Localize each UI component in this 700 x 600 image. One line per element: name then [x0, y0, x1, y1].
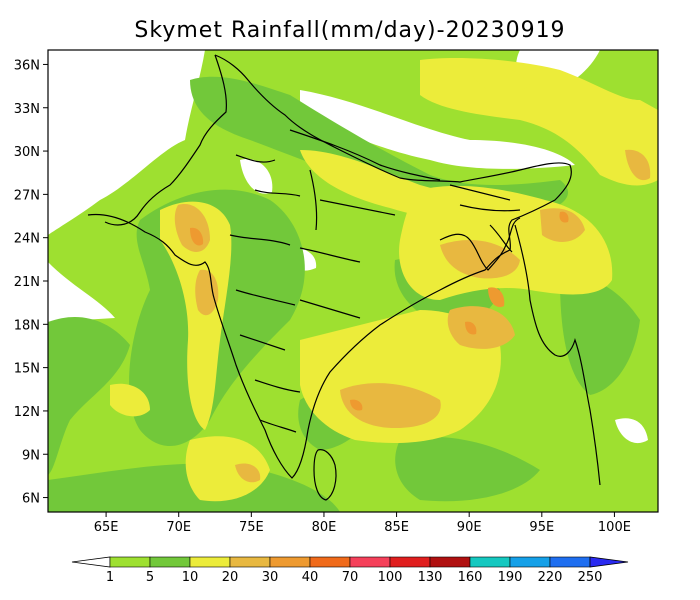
colorbar-label: 250 [578, 570, 603, 585]
lon-tick-label: 100E [598, 520, 631, 535]
lat-axis: 36N 33N 30N 27N 24N 21N 18N 15N 12N 9N 6N [14, 58, 48, 507]
colorbar-bin [509, 556, 551, 568]
lon-tick-label: 65E [94, 520, 119, 535]
colorbar-label: 10 [182, 570, 199, 585]
myanmar-coast [514, 224, 601, 486]
dry-zone-se [615, 418, 648, 444]
lat-tick-label: 12N [14, 405, 40, 420]
lat-tick-label: 18N [14, 318, 40, 333]
lon-tick-label: 85E [384, 520, 409, 535]
lon-tick-label: 95E [529, 520, 554, 535]
chart-title: Skymet Rainfall(mm/day)-20230919 [134, 18, 566, 43]
colorbar-bin [429, 556, 471, 568]
lat-tick-label: 30N [14, 145, 40, 160]
colorbar-bin [149, 556, 191, 568]
lon-axis: 65E 70E 75E 80E 85E 90E 95E 100E [94, 512, 631, 535]
ne-lines [449, 184, 521, 253]
lon-tick-label: 80E [312, 520, 337, 535]
bangladesh-border [439, 217, 521, 271]
dry-zone-north [300, 90, 575, 169]
india-outline [87, 54, 572, 479]
colorbar-label: 190 [498, 570, 523, 585]
colorbar-bin [189, 556, 231, 568]
dry-zone-northwest [48, 50, 205, 235]
nepal-border [289, 129, 441, 181]
lat-tick-label: 36N [14, 58, 40, 73]
colorbar: 1 5 10 20 30 40 70 100 130 160 190 220 250 [71, 556, 629, 585]
lat-tick-label: 33N [14, 102, 40, 117]
colorbar-bin [389, 556, 431, 568]
lat-tick-label: 9N [22, 448, 40, 463]
colorbar-label: 20 [222, 570, 239, 585]
colorbar-label: 130 [418, 570, 443, 585]
colorbar-label: 1 [106, 570, 114, 585]
lat-tick-label: 15N [14, 362, 40, 377]
colorbar-label: 40 [302, 570, 319, 585]
dry-zone-up [240, 159, 273, 194]
lat-tick-label: 6N [22, 492, 40, 507]
pakistan-border [104, 54, 227, 226]
lat-tick-label: 27N [14, 188, 40, 203]
dry-zone-arabian [48, 262, 115, 322]
state-lines-north [235, 154, 396, 231]
colorbar-bin [109, 556, 151, 568]
colorbar-label: 30 [262, 570, 279, 585]
colorbar-high-arrow [589, 556, 629, 568]
colorbar-label: 160 [458, 570, 483, 585]
colorbar-bin [269, 556, 311, 568]
lat-tick-label: 21N [14, 275, 40, 290]
colorbar-label: 100 [378, 570, 403, 585]
state-lines-south [239, 334, 301, 433]
lon-tick-label: 70E [166, 520, 191, 535]
srilanka-outline [313, 449, 337, 501]
political-boundaries [87, 54, 601, 501]
colorbar-low-arrow [71, 556, 111, 568]
colorbar-bin [229, 556, 271, 568]
colorbar-bin [469, 556, 511, 568]
colorbar-bin [549, 556, 591, 568]
colorbar-label: 70 [342, 570, 359, 585]
state-lines-central [229, 234, 361, 319]
colorbar-label: 5 [146, 570, 154, 585]
colorbar-bin [349, 556, 391, 568]
colorbar-label: 220 [538, 570, 563, 585]
lon-tick-label: 75E [239, 520, 264, 535]
colorbar-bin [309, 556, 351, 568]
lon-tick-label: 90E [457, 520, 482, 535]
lat-tick-label: 24N [14, 232, 40, 247]
rainfall-fill [48, 50, 658, 512]
